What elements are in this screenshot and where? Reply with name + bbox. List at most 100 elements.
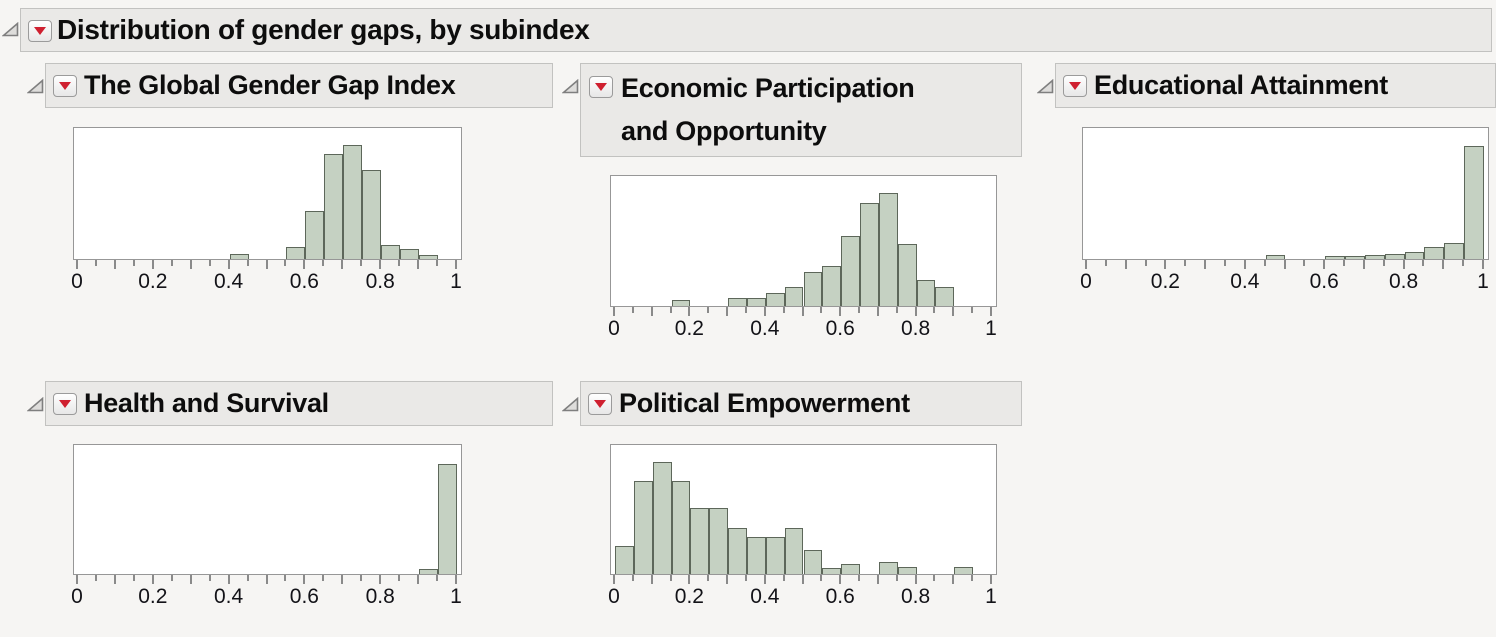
red-triangle-menu-button[interactable]: [1063, 75, 1087, 97]
axis-tick-label: 0.4: [1230, 270, 1260, 293]
disclosure-open-icon[interactable]: [27, 79, 44, 94]
major-tick: [914, 307, 917, 316]
histogram-bar[interactable]: [343, 145, 363, 259]
histogram-bar[interactable]: [897, 566, 917, 574]
histogram-bar[interactable]: [419, 255, 439, 259]
minor-tick: [398, 260, 401, 266]
red-triangle-menu-button[interactable]: [28, 20, 52, 42]
axis-tick-label: 1: [1477, 270, 1489, 293]
histogram-bar[interactable]: [615, 545, 634, 574]
histogram-bar[interactable]: [746, 536, 766, 574]
disclosure-open-icon[interactable]: [27, 397, 44, 412]
histogram-bar[interactable]: [728, 527, 747, 574]
major-tick: [914, 575, 917, 584]
minor-tick: [744, 307, 747, 313]
panel-header-economic-participation: Economic Participation and Opportunity: [580, 63, 1022, 157]
histogram-bar[interactable]: [709, 508, 729, 574]
histogram-bar[interactable]: [633, 481, 653, 574]
axis-tick-label: 0: [608, 585, 620, 608]
histogram-bar[interactable]: [822, 567, 842, 574]
disclosure-open-icon[interactable]: [562, 397, 579, 412]
red-triangle-menu-button[interactable]: [589, 76, 613, 98]
red-triangle-menu-button[interactable]: [53, 393, 77, 415]
x-axis-ticks: [1082, 260, 1489, 271]
histogram-bar[interactable]: [671, 481, 691, 574]
major-tick: [688, 575, 691, 584]
major-tick: [417, 575, 420, 584]
minor-tick: [170, 260, 173, 266]
disclosure-open-icon[interactable]: [562, 79, 579, 94]
axis-tick-label: 0.2: [674, 317, 704, 340]
major-tick: [455, 575, 457, 584]
histogram-bar[interactable]: [381, 244, 401, 259]
plot-area: [610, 175, 997, 307]
histogram-bar[interactable]: [690, 508, 710, 574]
axis-tick-label: 0.2: [674, 585, 704, 608]
minor-tick: [94, 575, 97, 581]
minor-tick: [1184, 260, 1187, 266]
histogram-bar[interactable]: [765, 536, 785, 574]
major-tick: [876, 307, 879, 316]
histogram-bar[interactable]: [784, 286, 804, 306]
minor-tick: [208, 260, 211, 266]
major-tick: [303, 260, 306, 269]
histogram-bar[interactable]: [841, 235, 861, 306]
histogram-bar[interactable]: [860, 203, 879, 306]
histogram-bar[interactable]: [1384, 254, 1405, 259]
axis-tick-label: 0.6: [825, 317, 855, 340]
histogram-bars: [1083, 128, 1488, 259]
histogram-bar[interactable]: [1325, 256, 1346, 259]
minor-tick: [436, 260, 439, 266]
histogram-bar[interactable]: [803, 549, 823, 574]
histogram-bar[interactable]: [286, 247, 306, 259]
histogram-bar[interactable]: [878, 192, 898, 306]
disclosure-open-icon[interactable]: [2, 22, 19, 37]
minor-tick: [933, 307, 936, 313]
histogram-bar[interactable]: [746, 297, 766, 306]
histogram-bar[interactable]: [954, 566, 974, 574]
axis-tick-label: 0: [1080, 270, 1092, 293]
histogram-bar[interactable]: [652, 461, 672, 574]
axis-tick-label: 0.8: [900, 317, 931, 340]
histogram-bar[interactable]: [229, 253, 249, 259]
minor-tick: [284, 575, 287, 581]
histogram-bar[interactable]: [841, 563, 861, 574]
histogram-bar[interactable]: [1265, 255, 1286, 259]
major-tick: [839, 307, 842, 316]
major-tick: [763, 575, 766, 584]
histogram-bar[interactable]: [1364, 255, 1385, 259]
histogram-bar[interactable]: [671, 300, 691, 306]
histogram-bar[interactable]: [1404, 252, 1425, 259]
histogram-bar[interactable]: [784, 527, 804, 574]
histogram-bar[interactable]: [438, 463, 457, 574]
histogram-bar[interactable]: [897, 243, 917, 306]
minor-tick: [246, 260, 249, 266]
axis-tick-label: 1: [450, 585, 462, 608]
histogram-bar[interactable]: [935, 286, 955, 306]
red-triangle-menu-button[interactable]: [588, 393, 612, 415]
histogram-bar[interactable]: [1464, 146, 1484, 259]
histogram-bar[interactable]: [305, 210, 325, 259]
histogram-bar[interactable]: [419, 569, 439, 574]
minor-tick: [322, 575, 325, 581]
major-tick: [1482, 260, 1484, 269]
histogram-bar[interactable]: [916, 280, 936, 306]
histogram-bar[interactable]: [324, 154, 344, 259]
histogram-bar[interactable]: [728, 297, 747, 306]
major-tick: [227, 575, 230, 584]
panel-title: Health and Survival: [84, 388, 329, 418]
histogram-bar[interactable]: [878, 562, 898, 574]
histogram-economic-participation: 0 0.2 0.4 0.6 0.8 1: [608, 175, 997, 355]
histogram-bar[interactable]: [822, 265, 842, 306]
histogram-bar[interactable]: [1444, 242, 1465, 259]
histogram-bar[interactable]: [362, 169, 382, 259]
red-triangle-menu-button[interactable]: [53, 75, 77, 97]
histogram-bar[interactable]: [765, 293, 785, 306]
histogram-bar[interactable]: [1424, 247, 1445, 259]
histogram-bar[interactable]: [803, 272, 823, 306]
histogram-bar[interactable]: [400, 248, 420, 259]
major-tick: [76, 260, 78, 269]
histogram-bar[interactable]: [1345, 256, 1365, 259]
minor-tick: [744, 575, 747, 581]
disclosure-open-icon[interactable]: [1037, 79, 1054, 94]
